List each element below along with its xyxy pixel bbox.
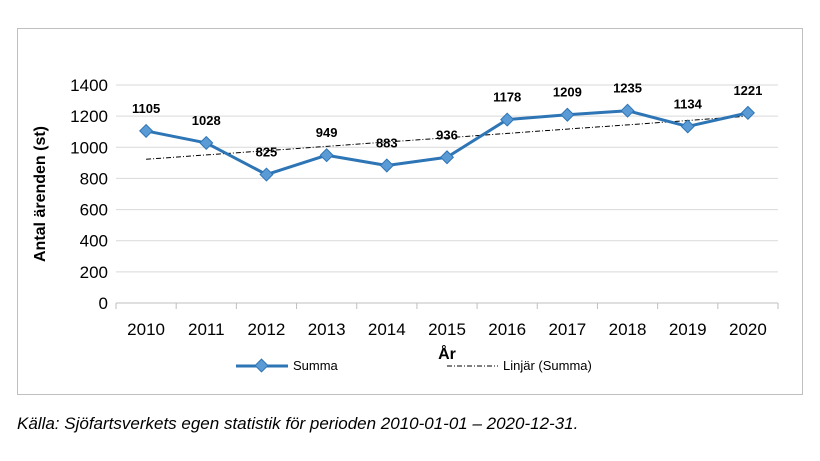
x-tick-label: 2017 — [548, 320, 586, 339]
y-axis-title: Antal ärenden (st) — [32, 126, 49, 262]
data-point — [500, 112, 515, 127]
data-point — [439, 150, 455, 165]
legend-summa-marker — [254, 358, 269, 373]
y-tick-label: 0 — [99, 294, 108, 313]
data-point — [199, 135, 214, 150]
x-tick-label: 2016 — [488, 320, 526, 339]
data-label: 1178 — [493, 90, 521, 105]
data-label: 1235 — [613, 81, 642, 96]
x-tick-label: 2011 — [188, 320, 225, 339]
y-tick-label: 1200 — [70, 107, 108, 126]
x-tick-label: 2012 — [248, 320, 286, 339]
y-tick-label: 600 — [80, 201, 108, 220]
x-tick-label: 2014 — [368, 320, 406, 339]
data-point — [740, 105, 755, 120]
series-line-summa — [145, 109, 749, 177]
data-point — [560, 107, 575, 122]
data-label: 949 — [316, 125, 338, 140]
legend-trend-label: Linjär (Summa) — [503, 358, 592, 373]
trendline — [146, 115, 748, 160]
x-tick-label: 2018 — [609, 320, 647, 339]
data-label: 936 — [436, 127, 458, 142]
x-tick-label: 2020 — [729, 320, 767, 339]
source-caption: Källa: Sjöfartsverkets egen statistik fö… — [17, 414, 579, 433]
y-tick-label: 800 — [80, 169, 108, 188]
y-tick-label: 400 — [80, 232, 108, 251]
data-point — [680, 119, 695, 134]
line-chart: 0 200 400 600 800 1000 1200 1400 2010 2011 2012 201… — [32, 76, 779, 373]
chart-frame — [17, 28, 803, 395]
legend-summa-label: Summa — [293, 358, 339, 373]
data-point — [379, 158, 394, 173]
legend: Summa Linjär (Summa) — [236, 358, 592, 373]
data-point — [319, 148, 334, 163]
data-point — [139, 123, 154, 139]
data-label: 883 — [376, 136, 398, 151]
x-tick-label: 2019 — [669, 320, 707, 339]
x-tick-label: 2015 — [428, 320, 466, 339]
x-tick-label: 2013 — [308, 320, 346, 339]
data-point — [259, 167, 274, 182]
data-point — [620, 103, 635, 118]
y-tick-label: 200 — [80, 263, 108, 282]
data-label: 1134 — [674, 96, 703, 111]
data-label: 1209 — [553, 85, 582, 100]
x-tick-label: 2010 — [127, 320, 165, 339]
y-tick-label: 1400 — [70, 76, 108, 95]
y-tick-label: 1000 — [70, 138, 108, 157]
x-axis-title: År — [438, 344, 456, 363]
data-label: 1105 — [132, 101, 160, 116]
data-label: 1221 — [733, 83, 762, 98]
data-label: 1028 — [192, 113, 221, 128]
data-label: 825 — [256, 145, 278, 160]
